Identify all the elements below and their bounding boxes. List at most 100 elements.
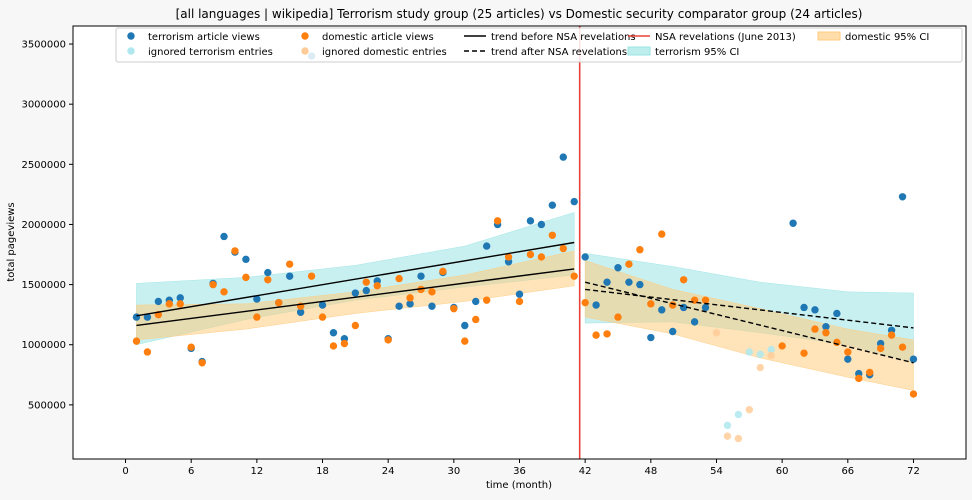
point-domestic-9 (231, 247, 239, 255)
legend-marker-ignored-domestic (301, 47, 309, 55)
point-domestic-3 (165, 300, 174, 308)
point-domestic-48 (658, 230, 666, 238)
point-terrorism-0 (132, 313, 141, 321)
point-terrorism-40 (570, 197, 578, 206)
trend-lines (136, 241, 914, 364)
point-domestic-35 (515, 297, 524, 306)
point-domestic-53 (778, 342, 786, 350)
x-tick-label: 24 (382, 466, 395, 477)
x-tick-label: 54 (710, 466, 723, 477)
point-domestic-31 (472, 315, 480, 324)
point-domestic-21 (362, 278, 370, 286)
point-domestic-42 (592, 331, 600, 339)
point-domestic-57 (833, 338, 841, 347)
x-axis-label: time (month) (486, 480, 552, 491)
trend-line-terrorism-solid (136, 241, 575, 317)
legend-marker-domestic (301, 32, 309, 40)
point-domestic-27 (428, 288, 436, 296)
point-domestic-38 (548, 231, 557, 239)
point-domestic-41 (581, 298, 589, 307)
point-ignored-terrorism-4 (767, 345, 775, 354)
point-ignored-domestic-1 (723, 432, 732, 440)
point-domestic-1 (143, 348, 152, 356)
legend-label: terrorism article views (148, 32, 260, 43)
point-terrorism-53 (789, 219, 797, 227)
scatter-points (132, 52, 918, 443)
point-ignored-domestic-0 (712, 329, 721, 337)
point-domestic-16 (307, 272, 316, 280)
point-terrorism-18 (329, 329, 338, 337)
point-domestic-32 (482, 296, 491, 304)
point-terrorism-48 (658, 306, 666, 314)
legend-label: ignored terrorism entries (148, 47, 273, 58)
point-domestic-17 (318, 313, 327, 321)
point-domestic-0 (132, 337, 141, 345)
point-domestic-30 (461, 337, 469, 345)
point-domestic-47 (647, 300, 655, 308)
point-terrorism-26 (417, 272, 425, 280)
point-ignored-domestic-4 (756, 363, 764, 372)
point-terrorism-37 (537, 220, 546, 229)
point-domestic-37 (537, 253, 546, 261)
y-tick-label: 2500000 (21, 160, 66, 171)
point-domestic-28 (439, 267, 447, 276)
legend: terrorism article views domestic article … (115, 27, 963, 63)
point-terrorism-58 (844, 355, 852, 363)
point-domestic-50 (679, 276, 688, 284)
point-ignored-terrorism-0 (723, 421, 732, 430)
point-domestic-33 (493, 217, 502, 225)
point-domestic-34 (504, 253, 513, 261)
point-terrorism-24 (395, 302, 403, 310)
point-terrorism-42 (592, 301, 600, 309)
legend-box (115, 27, 963, 63)
point-terrorism-14 (285, 272, 294, 280)
point-terrorism-57 (833, 309, 841, 318)
x-tick-label: 12 (250, 466, 263, 477)
point-terrorism-2 (154, 297, 163, 306)
axes: 0 6 12 18 24 30 36 42 48 54 60 66 72 500000 1000000 150… (21, 40, 919, 477)
point-terrorism-20 (351, 289, 360, 297)
y-tick-label: 500000 (28, 400, 66, 411)
point-domestic-63 (898, 343, 907, 351)
trend-line-terrorism-dashed (585, 288, 914, 329)
legend-marker-ignored-terrorism (127, 47, 135, 55)
y-tick-label: 3000000 (21, 100, 66, 111)
point-terrorism-44 (614, 264, 622, 272)
point-domestic-49 (669, 301, 677, 309)
legend-label: domestic 95% CI (845, 32, 929, 43)
point-ignored-terrorism-2 (745, 348, 754, 356)
point-domestic-12 (264, 276, 272, 284)
point-terrorism-31 (472, 297, 480, 306)
point-terrorism-17 (318, 301, 327, 309)
point-terrorism-8 (220, 232, 228, 241)
point-terrorism-4 (176, 294, 184, 302)
y-tick-label: 1500000 (21, 280, 66, 291)
chart-title: [all languages | wikipedia] Terrorism st… (176, 7, 863, 21)
point-domestic-4 (176, 300, 184, 308)
x-tick-label: 0 (122, 466, 128, 477)
legend-patch-terrorism-ci (627, 46, 651, 56)
point-terrorism-21 (362, 286, 370, 295)
point-terrorism-47 (647, 333, 655, 342)
x-tick-label: 18 (316, 466, 329, 477)
trend-line-domestic-solid (136, 268, 575, 327)
x-tick-label: 36 (513, 466, 526, 477)
point-domestic-43 (603, 330, 611, 338)
legend-label: trend after NSA revelations (491, 47, 627, 58)
point-domestic-58 (844, 348, 852, 356)
point-domestic-55 (811, 325, 819, 333)
point-terrorism-38 (548, 201, 557, 209)
legend-patch-domestic-ci (817, 31, 841, 41)
x-tick-label: 60 (776, 466, 789, 477)
legend-marker-terrorism (127, 32, 135, 40)
point-terrorism-56 (822, 322, 830, 331)
point-domestic-7 (209, 280, 217, 289)
point-domestic-22 (373, 282, 381, 290)
point-domestic-39 (559, 244, 567, 253)
point-domestic-14 (285, 260, 294, 268)
point-terrorism-51 (690, 318, 699, 326)
point-domestic-11 (253, 313, 261, 321)
point-domestic-5 (187, 343, 195, 351)
